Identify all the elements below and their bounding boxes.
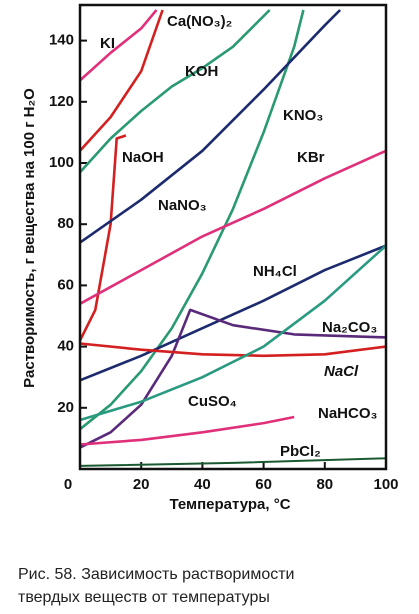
series-label: PbCl₂: [280, 443, 321, 460]
series-line: [79, 244, 387, 382]
series-line: [79, 9, 342, 244]
y-tick-label: 60: [57, 276, 74, 293]
y-tick-label: 100: [49, 154, 74, 171]
series-line: [79, 9, 271, 174]
series-line: [79, 244, 387, 422]
series-line: [78, 134, 127, 342]
series-label: NaNO₃: [158, 197, 207, 214]
y-tick-label: 80: [57, 215, 74, 232]
y-tick-label: 20: [57, 399, 74, 416]
series-label: Ca(NO₃)₂: [167, 13, 232, 30]
x-tick-label: 60: [255, 476, 272, 493]
y-tick-label: 120: [49, 93, 74, 110]
series-label: NH₄Cl: [253, 263, 297, 280]
series-label: CuSO₄: [188, 393, 237, 410]
series-line: [79, 9, 158, 82]
series-label: NaHCO₃: [318, 405, 378, 422]
y-axis-label: Растворимость, г вещества на 100 г H₂O: [21, 88, 38, 388]
series-line: [79, 9, 305, 431]
x-tick-label: 80: [316, 476, 333, 493]
caption: Рис. 58. Зависимость растворимости: [18, 566, 294, 583]
y-tick-label: 40: [57, 338, 74, 355]
series-label: KOH: [185, 63, 218, 80]
series-line: [79, 9, 164, 152]
x-tick-label: 40: [194, 476, 211, 493]
series-line: [79, 415, 295, 446]
x-axis-label: Температура, °C: [169, 496, 290, 513]
caption: твердых веществ от температуры: [18, 589, 270, 606]
series-label: KBr: [297, 149, 325, 166]
series-label: KNO₃: [283, 107, 323, 124]
series-line: [79, 457, 387, 467]
x-tick-label: 0: [64, 476, 72, 493]
y-tick-label: 140: [49, 32, 74, 49]
x-tick-label: 100: [373, 476, 398, 493]
plot-frame: [78, 3, 388, 471]
series-label: Na₂CO₃: [322, 319, 377, 336]
series-label: NaCl: [324, 363, 359, 380]
series-label: NaOH: [122, 149, 164, 166]
series-line: [79, 342, 387, 358]
x-tick-label: 20: [133, 476, 150, 493]
series-line: [79, 149, 387, 305]
series-label: KI: [100, 35, 115, 52]
